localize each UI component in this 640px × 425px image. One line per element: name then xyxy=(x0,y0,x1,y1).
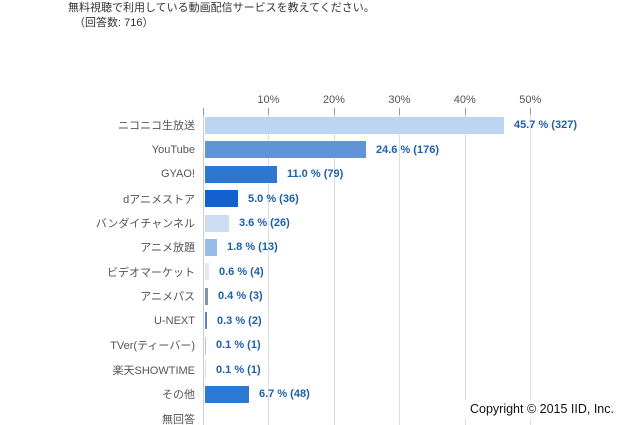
axis-tick xyxy=(333,108,335,115)
value-label: 3.6 % (26) xyxy=(239,217,290,230)
x-axis-tick-label: 20% xyxy=(322,94,345,106)
category-label: YouTube xyxy=(151,143,195,156)
gridline xyxy=(268,108,270,425)
axis-tick xyxy=(399,108,401,115)
bar xyxy=(205,287,208,305)
bar-zone: 24.6 % (176) xyxy=(204,137,640,161)
chart-row: 楽天SHOWTIME 0.1 % (1) xyxy=(0,358,640,382)
chart-row: dアニメストア 5.0 % (36) xyxy=(0,186,640,210)
category-label: ニコニコ生放送 xyxy=(118,120,195,133)
value-label: 11.0 % (79) xyxy=(287,168,344,181)
bar xyxy=(205,361,206,379)
category-label: TVer(ティーバー) xyxy=(110,340,195,353)
value-label: 0.1 % (1) xyxy=(216,363,261,376)
bar-zone: 0.1 % (1) xyxy=(204,333,640,357)
category-label: GYAO! xyxy=(160,168,195,181)
bar-zone: 0.6 % (4) xyxy=(204,260,640,284)
bar xyxy=(205,385,249,403)
x-axis-tick-label: 30% xyxy=(388,94,411,106)
category-label: その他 xyxy=(162,389,195,402)
x-axis-tick-label: 10% xyxy=(257,94,280,106)
chart-row: ニコニコ生放送 45.7 % (327) xyxy=(0,113,640,137)
bar-rows: ニコニコ生放送 45.7 % (327) YouTube 24.6 % (176… xyxy=(0,113,640,425)
chart-row: その他 6.7 % (48) xyxy=(0,382,640,406)
bar-zone: 11.0 % (79) xyxy=(204,162,640,186)
chart-row: アニメパス 0.4 % (3) xyxy=(0,284,640,308)
bar xyxy=(205,263,209,281)
chart-row: ビデオマーケット 0.6 % (4) xyxy=(0,260,640,284)
chart-row: TVer(ティーバー) 0.1 % (1) xyxy=(0,333,640,357)
chart-row: アニメ放題 1.8 % (13) xyxy=(0,235,640,259)
chart-row: U-NEXT 0.3 % (2) xyxy=(0,309,640,333)
value-label: 0.3 % (2) xyxy=(217,314,262,327)
axis-tick xyxy=(530,108,532,115)
gridline xyxy=(464,108,466,425)
bar xyxy=(205,141,366,159)
chart-subtitle: （回答数: 716） xyxy=(74,17,154,29)
chart-row: YouTube 24.6 % (176) xyxy=(0,137,640,161)
category-label: ビデオマーケット xyxy=(107,266,195,279)
bar-zone: 0.1 % (1) xyxy=(204,358,640,382)
bar xyxy=(205,165,277,183)
gridline xyxy=(530,108,532,425)
gridline xyxy=(399,108,401,425)
axis-tick xyxy=(268,108,270,115)
category-label: dアニメストア xyxy=(123,193,195,206)
value-label: 0.6 % (4) xyxy=(219,265,264,278)
bar-zone: 1.8 % (13) xyxy=(204,235,640,259)
category-label: U-NEXT xyxy=(154,314,195,327)
title-block: 無料視聴で利用している動画配信サービスを教えてください。 （回答数: 716） xyxy=(68,1,375,30)
x-axis-tick-label: 50% xyxy=(519,94,542,106)
chart-row: バンダイチャンネル 3.6 % (26) xyxy=(0,211,640,235)
bar xyxy=(205,312,207,330)
chart-row: 無回答 xyxy=(0,406,640,425)
gridline xyxy=(333,108,335,425)
copyright-text: Copyright © 2015 IID, Inc. xyxy=(461,400,614,418)
axis-tick-zero xyxy=(203,108,204,115)
category-label: アニメパス xyxy=(140,291,195,304)
bar-zone: 6.7 % (48) xyxy=(204,382,640,406)
bar-zone: 45.7 % (327) xyxy=(204,113,640,137)
value-label: 6.7 % (48) xyxy=(259,388,310,401)
bar-zone: 3.6 % (26) xyxy=(204,211,640,235)
category-label: 楽天SHOWTIME xyxy=(112,364,196,377)
x-axis-tick-label: 40% xyxy=(453,94,476,106)
bar xyxy=(205,238,217,256)
bar-zone: 5.0 % (36) xyxy=(204,186,640,210)
axis-tick xyxy=(464,108,466,115)
value-label: 5.0 % (36) xyxy=(248,192,299,205)
value-label: 0.1 % (1) xyxy=(216,339,261,352)
category-label: 無回答 xyxy=(162,413,195,425)
plot-area xyxy=(203,108,602,425)
bar xyxy=(205,190,238,208)
bar-zone: 0.4 % (3) xyxy=(204,284,640,308)
value-label: 45.7 % (327) xyxy=(514,119,577,132)
bar xyxy=(205,116,504,134)
value-label: 1.8 % (13) xyxy=(227,241,278,254)
category-label: アニメ放題 xyxy=(140,242,195,255)
value-label: 0.4 % (3) xyxy=(218,290,263,303)
bar-zone: 0.3 % (2) xyxy=(204,309,640,333)
bar xyxy=(205,336,206,354)
chart-title: 無料視聴で利用している動画配信サービスを教えてください。 xyxy=(68,2,375,14)
value-label: 24.6 % (176) xyxy=(376,143,439,156)
bar xyxy=(205,214,229,232)
category-label: バンダイチャンネル xyxy=(95,218,195,231)
chart-row: GYAO! 11.0 % (79) xyxy=(0,162,640,186)
